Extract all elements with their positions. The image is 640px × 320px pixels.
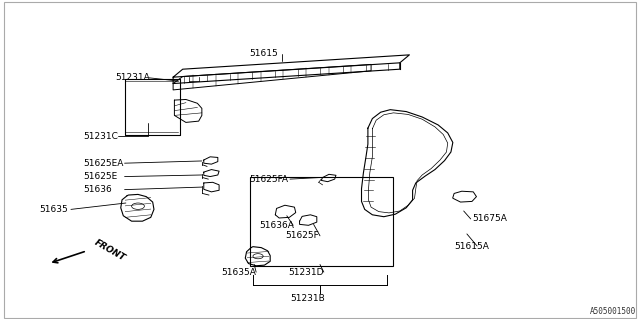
Text: 51675A: 51675A (472, 214, 507, 223)
Text: 51231D: 51231D (288, 268, 324, 277)
Text: 51635A: 51635A (221, 268, 256, 277)
Text: 51635: 51635 (39, 205, 68, 214)
Text: 51636: 51636 (84, 185, 113, 194)
Text: 51231B: 51231B (291, 294, 325, 303)
Text: FRONT: FRONT (93, 238, 127, 263)
Text: 51615: 51615 (250, 49, 278, 58)
Text: 51615A: 51615A (454, 242, 489, 251)
Text: 51625E: 51625E (84, 172, 118, 181)
Bar (250, 177, 394, 266)
Text: 51625F: 51625F (285, 231, 319, 240)
Text: 51625EA: 51625EA (84, 159, 124, 168)
Text: A505001500: A505001500 (590, 307, 636, 316)
Text: 51636A: 51636A (259, 221, 294, 230)
Text: 51625FA: 51625FA (250, 175, 289, 184)
Text: 51231C: 51231C (84, 132, 118, 140)
Text: 51231A: 51231A (116, 73, 150, 82)
